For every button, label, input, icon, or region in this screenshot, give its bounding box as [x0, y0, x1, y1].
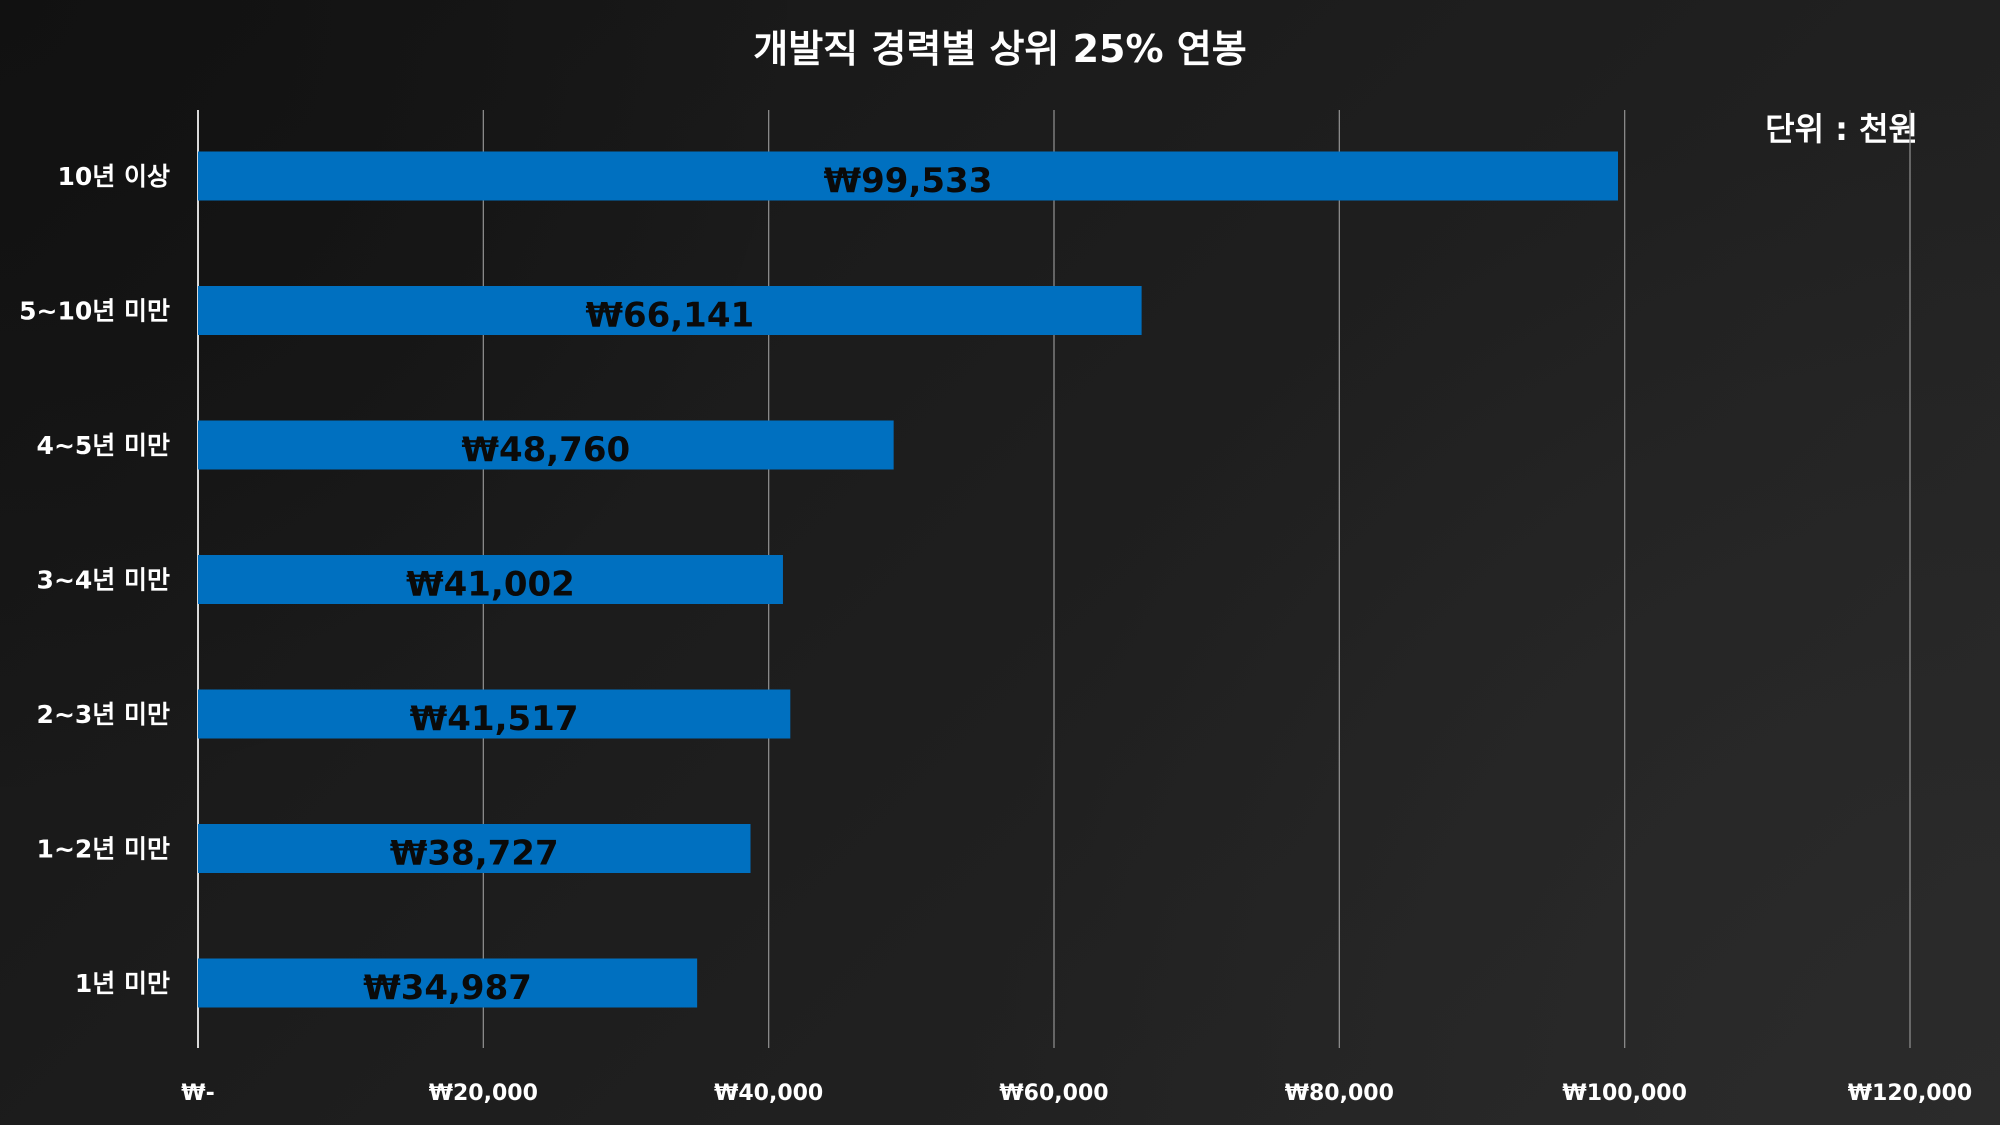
x-tick-label: ₩80,000 [1285, 1081, 1394, 1106]
bar [198, 689, 791, 739]
category-label: 10년 이상 [58, 162, 171, 191]
category-label: 1~2년 미만 [37, 835, 170, 864]
bar-layer [198, 151, 1619, 1008]
x-tick-label: ₩120,000 [1848, 1081, 1972, 1106]
grid-layer [197, 110, 1911, 1048]
category-label: 1년 미만 [75, 969, 170, 998]
unit-note: 단위 : 천원 [1765, 110, 1918, 148]
data-label: ₩48,760 [461, 430, 630, 470]
data-label: ₩99,533 [824, 161, 993, 201]
bar [198, 555, 783, 604]
category-label: 3~4년 미만 [37, 566, 170, 595]
bar [198, 824, 751, 873]
bar [198, 286, 1142, 335]
x-tick-label: ₩100,000 [1562, 1081, 1686, 1106]
x-tick-label: ₩- [181, 1081, 214, 1106]
data-label: ₩34,987 [363, 968, 532, 1008]
x-tick-label: ₩40,000 [714, 1081, 823, 1106]
category-label: 5~10년 미만 [19, 297, 170, 326]
chart-title: 개발직 경력별 상위 25% 연봉 [753, 27, 1246, 71]
data-label: ₩66,141 [585, 296, 754, 336]
label-layer: ₩- ₩20,000 ₩40,000 ₩60,000 ₩80,000 ₩100,000 ₩1… [19, 161, 1972, 1106]
x-tick-label: ₩60,000 [999, 1081, 1108, 1106]
bar [198, 151, 1619, 201]
data-label: ₩38,727 [390, 834, 559, 874]
bar [198, 958, 698, 1008]
data-label: ₩41,517 [410, 699, 579, 739]
category-label: 4~5년 미만 [37, 431, 170, 460]
x-tick-label: ₩20,000 [429, 1081, 538, 1106]
data-label: ₩41,002 [406, 565, 575, 605]
bar [198, 420, 894, 470]
category-label: 2~3년 미만 [37, 700, 170, 729]
